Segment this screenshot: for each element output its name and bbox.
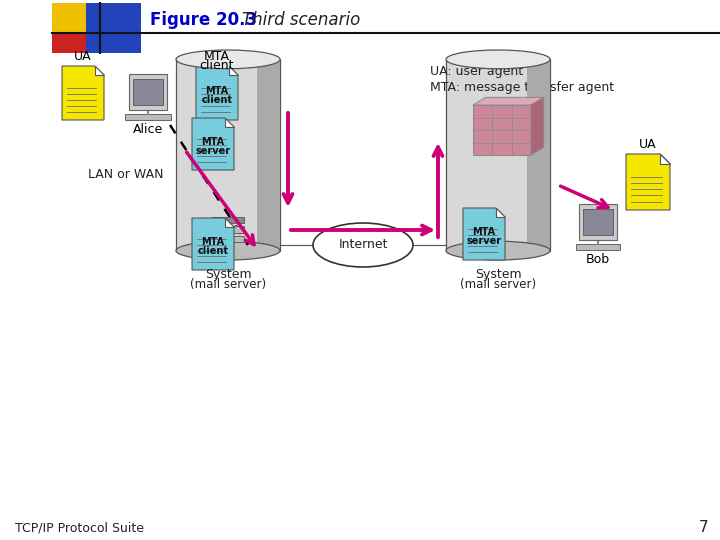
Text: MTA: MTA bbox=[205, 86, 228, 97]
Polygon shape bbox=[52, 33, 86, 53]
FancyBboxPatch shape bbox=[212, 236, 244, 242]
Text: LAN or WAN: LAN or WAN bbox=[88, 168, 163, 181]
Polygon shape bbox=[496, 208, 505, 217]
Polygon shape bbox=[62, 66, 104, 120]
Polygon shape bbox=[526, 59, 550, 251]
Text: MTA: MTA bbox=[204, 50, 230, 63]
Text: UA: user agent: UA: user agent bbox=[430, 65, 523, 78]
Polygon shape bbox=[626, 154, 670, 210]
Text: (mail server): (mail server) bbox=[460, 278, 536, 291]
Text: client: client bbox=[197, 246, 228, 256]
Polygon shape bbox=[229, 66, 238, 75]
FancyBboxPatch shape bbox=[125, 114, 171, 120]
Text: server: server bbox=[467, 236, 502, 246]
FancyBboxPatch shape bbox=[580, 204, 617, 240]
Text: UA: UA bbox=[639, 138, 657, 151]
Text: Third scenario: Third scenario bbox=[242, 11, 360, 29]
FancyBboxPatch shape bbox=[52, 3, 100, 33]
Polygon shape bbox=[192, 118, 234, 170]
Text: client: client bbox=[199, 59, 234, 72]
FancyBboxPatch shape bbox=[576, 244, 620, 250]
Text: MTA: message transfer agent: MTA: message transfer agent bbox=[430, 80, 614, 93]
Polygon shape bbox=[256, 59, 280, 251]
Text: UA: UA bbox=[74, 50, 92, 63]
Text: (mail server): (mail server) bbox=[190, 278, 266, 291]
Polygon shape bbox=[192, 218, 234, 270]
Text: Bob: Bob bbox=[586, 253, 610, 266]
Ellipse shape bbox=[446, 241, 550, 260]
Text: System: System bbox=[204, 268, 251, 281]
FancyBboxPatch shape bbox=[129, 73, 168, 110]
Text: MTA: MTA bbox=[472, 227, 495, 238]
Polygon shape bbox=[52, 33, 80, 53]
Ellipse shape bbox=[176, 50, 280, 69]
Ellipse shape bbox=[176, 241, 280, 260]
FancyBboxPatch shape bbox=[86, 3, 141, 53]
Polygon shape bbox=[660, 154, 670, 164]
FancyBboxPatch shape bbox=[583, 208, 613, 234]
Text: client: client bbox=[202, 95, 233, 105]
Polygon shape bbox=[531, 97, 544, 155]
Ellipse shape bbox=[313, 223, 413, 267]
Text: TCP/IP Protocol Suite: TCP/IP Protocol Suite bbox=[15, 522, 144, 535]
Text: 7: 7 bbox=[698, 521, 708, 536]
Polygon shape bbox=[95, 66, 104, 75]
FancyBboxPatch shape bbox=[212, 217, 244, 223]
Text: MTA: MTA bbox=[202, 238, 225, 247]
Text: Internet: Internet bbox=[338, 239, 388, 252]
Polygon shape bbox=[473, 105, 531, 155]
Text: Alice: Alice bbox=[133, 123, 163, 136]
Polygon shape bbox=[225, 218, 234, 227]
Polygon shape bbox=[86, 3, 141, 53]
Polygon shape bbox=[196, 66, 238, 120]
Polygon shape bbox=[446, 59, 550, 251]
FancyBboxPatch shape bbox=[132, 79, 163, 105]
Polygon shape bbox=[463, 208, 505, 260]
FancyBboxPatch shape bbox=[212, 226, 244, 233]
Text: Figure 20.3: Figure 20.3 bbox=[150, 11, 257, 29]
Text: MTA: MTA bbox=[202, 137, 225, 147]
Polygon shape bbox=[473, 97, 544, 105]
Text: server: server bbox=[195, 146, 230, 156]
Polygon shape bbox=[225, 118, 234, 127]
Text: System: System bbox=[474, 268, 521, 281]
Polygon shape bbox=[176, 59, 280, 251]
Ellipse shape bbox=[446, 50, 550, 69]
